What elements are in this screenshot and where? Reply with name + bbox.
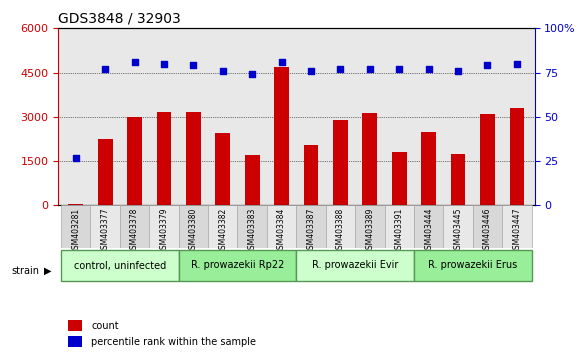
Point bbox=[336, 66, 345, 72]
Point bbox=[365, 66, 375, 72]
Point bbox=[306, 68, 315, 74]
Text: GSM403379: GSM403379 bbox=[159, 207, 168, 254]
Bar bbox=[216, 133, 230, 205]
Bar bbox=[67, 336, 82, 347]
FancyBboxPatch shape bbox=[414, 250, 532, 281]
FancyBboxPatch shape bbox=[326, 205, 355, 248]
Text: GSM403391: GSM403391 bbox=[394, 207, 404, 254]
FancyBboxPatch shape bbox=[61, 205, 91, 248]
Bar bbox=[421, 132, 436, 205]
FancyBboxPatch shape bbox=[355, 205, 385, 248]
Point bbox=[248, 72, 257, 77]
Text: GSM403383: GSM403383 bbox=[248, 207, 257, 254]
Bar bbox=[186, 113, 200, 205]
Bar bbox=[245, 155, 260, 205]
Text: GSM403387: GSM403387 bbox=[307, 207, 315, 254]
FancyBboxPatch shape bbox=[91, 205, 120, 248]
Text: GSM403447: GSM403447 bbox=[512, 207, 521, 254]
FancyBboxPatch shape bbox=[179, 205, 208, 248]
Bar bbox=[304, 145, 318, 205]
Text: GSM403377: GSM403377 bbox=[101, 207, 110, 254]
Text: GSM403388: GSM403388 bbox=[336, 207, 345, 254]
Text: GSM403444: GSM403444 bbox=[424, 207, 433, 254]
FancyBboxPatch shape bbox=[443, 205, 473, 248]
Bar bbox=[333, 120, 348, 205]
Point bbox=[483, 63, 492, 68]
Text: R. prowazekii Rp22: R. prowazekii Rp22 bbox=[191, 261, 284, 270]
Text: GSM403380: GSM403380 bbox=[189, 207, 198, 254]
Point bbox=[394, 66, 404, 72]
Text: GSM403446: GSM403446 bbox=[483, 207, 492, 254]
Text: GSM403281: GSM403281 bbox=[71, 207, 80, 253]
Bar bbox=[363, 113, 377, 205]
FancyBboxPatch shape bbox=[473, 205, 502, 248]
FancyBboxPatch shape bbox=[296, 250, 414, 281]
Text: ▶: ▶ bbox=[44, 266, 51, 276]
Text: control, uninfected: control, uninfected bbox=[74, 261, 166, 270]
Point bbox=[218, 68, 227, 74]
Point bbox=[453, 68, 462, 74]
Text: GSM403445: GSM403445 bbox=[454, 207, 462, 254]
Point bbox=[130, 59, 139, 65]
Text: R. prowazekii Erus: R. prowazekii Erus bbox=[428, 261, 518, 270]
Bar bbox=[510, 108, 524, 205]
Text: strain: strain bbox=[12, 266, 40, 276]
Text: GSM403389: GSM403389 bbox=[365, 207, 374, 254]
Text: count: count bbox=[91, 321, 119, 331]
FancyBboxPatch shape bbox=[414, 205, 443, 248]
Text: percentile rank within the sample: percentile rank within the sample bbox=[91, 337, 256, 347]
Bar bbox=[67, 320, 82, 331]
FancyBboxPatch shape bbox=[502, 205, 532, 248]
Bar bbox=[451, 154, 465, 205]
Point bbox=[189, 63, 198, 68]
Bar bbox=[69, 204, 83, 205]
Text: GSM403382: GSM403382 bbox=[218, 207, 227, 254]
Bar bbox=[157, 113, 171, 205]
Text: GDS3848 / 32903: GDS3848 / 32903 bbox=[58, 12, 181, 26]
Bar bbox=[127, 118, 142, 205]
Text: R. prowazekii Evir: R. prowazekii Evir bbox=[312, 261, 399, 270]
Point bbox=[71, 155, 80, 160]
Point bbox=[277, 59, 286, 65]
FancyBboxPatch shape bbox=[208, 205, 238, 248]
Point bbox=[101, 66, 110, 72]
Bar bbox=[98, 139, 113, 205]
FancyBboxPatch shape bbox=[120, 205, 149, 248]
FancyBboxPatch shape bbox=[267, 205, 296, 248]
Point bbox=[512, 61, 522, 67]
FancyBboxPatch shape bbox=[385, 205, 414, 248]
Text: GSM403384: GSM403384 bbox=[277, 207, 286, 254]
Point bbox=[424, 66, 433, 72]
FancyBboxPatch shape bbox=[61, 250, 179, 281]
FancyBboxPatch shape bbox=[296, 205, 326, 248]
Bar bbox=[392, 152, 407, 205]
Point bbox=[159, 61, 168, 67]
Bar bbox=[480, 114, 495, 205]
Text: GSM403378: GSM403378 bbox=[130, 207, 139, 254]
FancyBboxPatch shape bbox=[179, 250, 296, 281]
Bar bbox=[274, 67, 289, 205]
FancyBboxPatch shape bbox=[238, 205, 267, 248]
FancyBboxPatch shape bbox=[149, 205, 179, 248]
